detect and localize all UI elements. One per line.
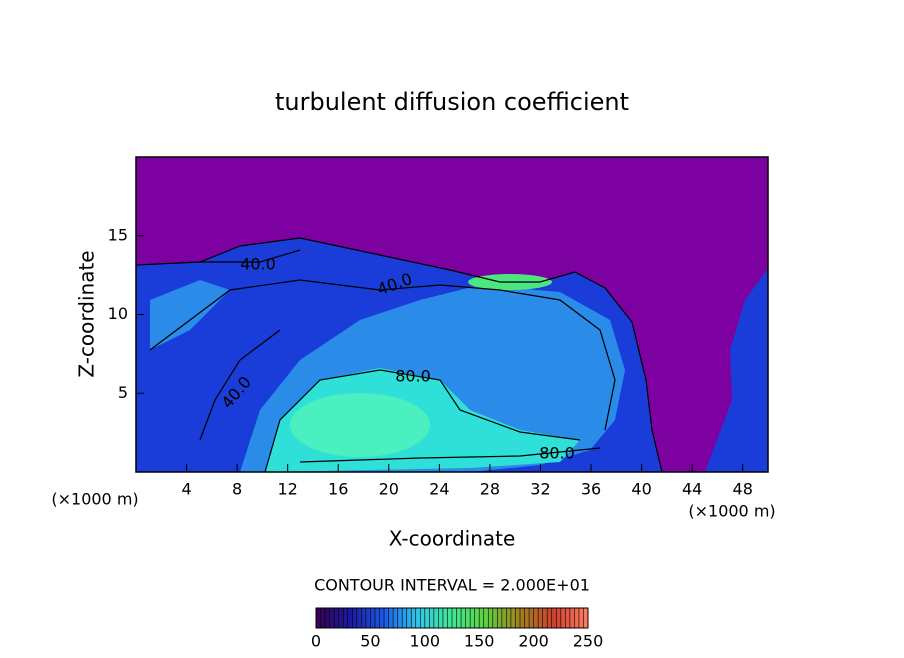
colorbar-tick-label: 250 xyxy=(573,632,604,651)
x-unit: (×1000 m) xyxy=(688,502,775,521)
colorbar-tick-label: 0 xyxy=(311,632,321,651)
contour-line xyxy=(199,329,281,441)
colorbar-tick-label: 50 xyxy=(360,632,380,651)
field xyxy=(136,157,768,472)
x-tick-label: 36 xyxy=(581,480,601,499)
colorbar-tick-label: 200 xyxy=(518,632,549,651)
x-tick-label: 44 xyxy=(682,480,702,499)
contour-label: 40.0 xyxy=(240,255,276,274)
chart-title: turbulent diffusion coefficient xyxy=(275,88,629,116)
colorbar-tick-label: 150 xyxy=(464,632,495,651)
x-tick-label: 28 xyxy=(480,480,500,499)
x-tick-label: 12 xyxy=(278,480,298,499)
x-tick-label: 48 xyxy=(733,480,753,499)
contour-label: 80.0 xyxy=(539,444,575,463)
y-tick-label: 5 xyxy=(118,383,128,402)
y-axis-label: Z-coordinate xyxy=(75,250,99,377)
contour-line xyxy=(299,447,601,463)
x-tick-label: 40 xyxy=(631,480,651,499)
contour-interval: CONTOUR INTERVAL = 2.000E+01 xyxy=(314,576,590,595)
contour-line xyxy=(200,249,301,263)
x-tick-label: 32 xyxy=(530,480,550,499)
y-tick-label: 15 xyxy=(108,225,128,244)
x-tick-label: 8 xyxy=(232,480,242,499)
colorbar-tick-label: 100 xyxy=(410,632,441,651)
contour-line xyxy=(264,369,581,472)
x-unit: (×1000 m) xyxy=(51,490,138,509)
x-axis-label: X-coordinate xyxy=(389,527,516,551)
x-tick-label: 24 xyxy=(429,480,449,499)
x-tick-label: 16 xyxy=(328,480,348,499)
x-tick-label: 20 xyxy=(379,480,399,499)
contour-line xyxy=(149,279,616,431)
x-tick-label: 4 xyxy=(181,480,191,499)
contour-label: 80.0 xyxy=(395,367,431,386)
y-tick-label: 10 xyxy=(108,304,128,323)
